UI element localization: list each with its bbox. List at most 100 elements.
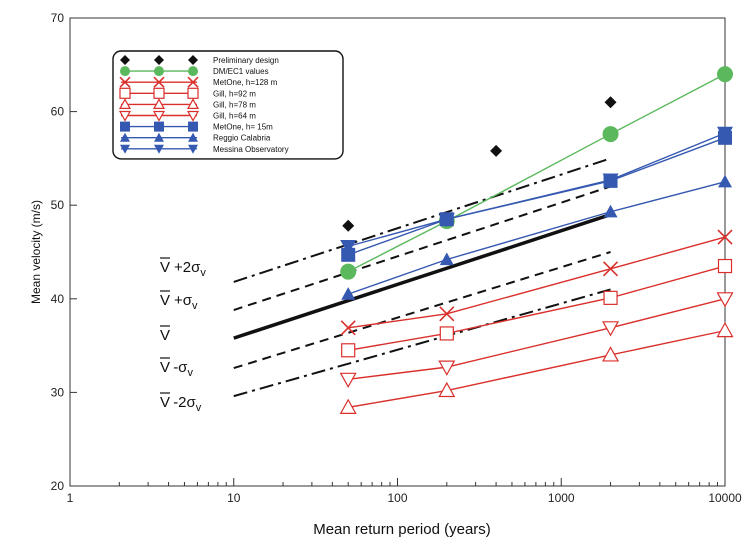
band-line xyxy=(233,288,611,398)
legend-label: Reggio Calabria xyxy=(213,134,271,143)
data-point xyxy=(154,132,164,142)
series-group xyxy=(340,126,733,255)
band-label: V -σv xyxy=(160,359,193,379)
data-point xyxy=(188,66,198,77)
legend-label: MetOne, h= 15m xyxy=(213,123,273,132)
data-point xyxy=(186,110,200,122)
data-point xyxy=(340,263,357,280)
band-label-sub: v xyxy=(192,300,198,312)
data-point xyxy=(341,287,356,300)
data-point xyxy=(120,121,130,132)
x-axis-title: Mean return period (years) xyxy=(313,521,491,538)
data-point xyxy=(119,76,131,88)
x-tick-label: 1000 xyxy=(548,491,575,505)
legend-entry: MetOne, h= 15m xyxy=(120,121,273,132)
band-line xyxy=(233,157,611,283)
series-line xyxy=(347,73,726,273)
legend-label: Preliminary design xyxy=(213,56,279,65)
band-label-suffix: +2σ xyxy=(174,259,201,276)
data-point xyxy=(186,98,200,110)
data-point xyxy=(717,229,733,245)
data-point xyxy=(340,320,356,336)
series-line xyxy=(348,329,726,409)
data-point xyxy=(716,321,734,338)
band-label-suffix: -σ xyxy=(173,359,188,376)
data-point xyxy=(439,252,454,266)
band-line xyxy=(233,185,611,311)
series-line xyxy=(347,181,726,295)
data-series xyxy=(339,66,734,414)
data-point xyxy=(339,372,357,389)
legend-label: Gill, h=92 m xyxy=(213,89,256,98)
legend-entry: Preliminary design xyxy=(120,55,279,65)
y-axis-title: Mean velocity (m/s) xyxy=(29,200,43,304)
series-group xyxy=(340,66,733,280)
legend-entry: MetOne, h=128 m xyxy=(119,76,278,88)
data-point xyxy=(438,212,455,228)
data-point xyxy=(188,132,198,142)
data-point xyxy=(120,144,130,154)
data-point xyxy=(188,55,198,65)
legend-label: Messina Observatory xyxy=(213,145,289,154)
band-label-sub: v xyxy=(187,367,193,379)
band-label: V +2σv xyxy=(160,259,206,279)
y-tick-label: 20 xyxy=(51,479,65,493)
data-point xyxy=(153,76,165,88)
series-group xyxy=(340,229,733,336)
series-group xyxy=(341,258,733,358)
data-point xyxy=(120,55,130,65)
legend-label: MetOne, h=128 m xyxy=(213,78,278,87)
x-tick-label: 10 xyxy=(227,491,241,505)
data-point xyxy=(439,326,454,341)
legend: Preliminary design DM/EC1 values MetOne, h… xyxy=(112,50,344,160)
data-point xyxy=(187,76,199,88)
y-tick-label: 30 xyxy=(51,385,65,399)
x-tick-label: 10000 xyxy=(708,491,742,505)
data-point xyxy=(602,173,619,188)
data-point xyxy=(602,126,619,143)
x-tick-label: 1 xyxy=(67,491,74,505)
data-point xyxy=(717,258,733,274)
data-point xyxy=(602,346,620,362)
axis-ticks: 1 10 100 1000 10000 20 30 40 50 60 70 xyxy=(51,11,742,505)
band-label: V xyxy=(160,327,170,344)
data-point xyxy=(717,66,733,83)
series-group xyxy=(339,292,734,389)
data-point xyxy=(490,144,503,157)
band-label-main: V xyxy=(160,292,170,309)
band-label-main: V xyxy=(160,359,170,376)
data-point xyxy=(154,121,164,132)
band-label-suffix: +σ xyxy=(174,292,193,309)
band-line xyxy=(233,212,612,340)
data-point xyxy=(152,110,166,122)
data-point xyxy=(718,174,732,188)
band-label: V +σv xyxy=(160,292,198,312)
data-point xyxy=(188,121,198,132)
legend-label: DM/EC1 values xyxy=(213,67,269,76)
band-line xyxy=(233,251,611,370)
series-group xyxy=(341,174,732,300)
data-point xyxy=(439,306,455,322)
data-point xyxy=(339,398,357,414)
y-tick-label: 70 xyxy=(51,11,65,25)
band-label-suffix: -2σ xyxy=(173,394,196,411)
legend-label: Gill, h=64 m xyxy=(213,112,256,121)
series-group xyxy=(341,130,732,262)
series-line xyxy=(348,265,726,351)
band-label-sub: v xyxy=(200,267,206,279)
legend-entry: Gill, h=64 m xyxy=(118,110,256,122)
band-label-sub: v xyxy=(196,402,202,414)
data-point xyxy=(438,360,456,376)
band-label-main: V xyxy=(160,394,170,411)
data-point xyxy=(603,290,618,305)
legend-entry: DM/EC1 values xyxy=(120,66,269,77)
data-point xyxy=(438,381,456,398)
data-point xyxy=(340,239,357,255)
data-point xyxy=(602,321,620,337)
data-point xyxy=(187,87,199,99)
data-point xyxy=(603,204,618,218)
data-point xyxy=(154,66,164,77)
band-label-main: V xyxy=(160,259,170,276)
